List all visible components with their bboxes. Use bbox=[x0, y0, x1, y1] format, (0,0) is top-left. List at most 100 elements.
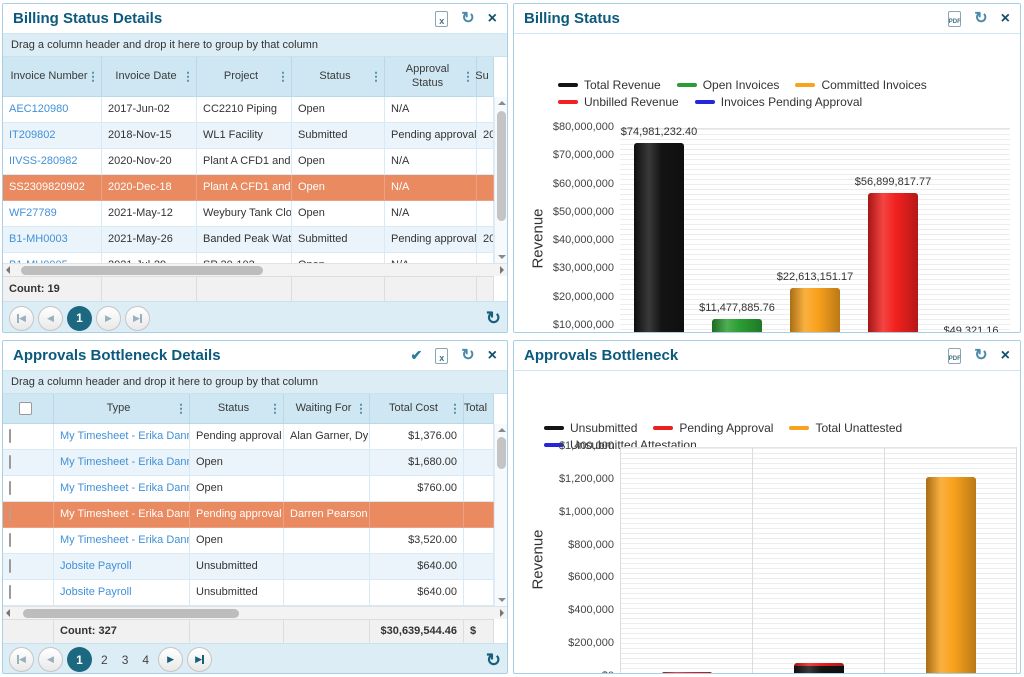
type-link[interactable]: My Timesheet - Erika Dann bbox=[54, 476, 190, 502]
select-all-checkbox[interactable] bbox=[18, 402, 32, 415]
horizontal-scrollbar[interactable] bbox=[3, 606, 507, 619]
legend-item[interactable]: Pending Approval bbox=[653, 421, 773, 435]
column-header-status[interactable]: Status ⋮ bbox=[190, 394, 284, 423]
bar-vendor-accruals-total-unattested[interactable] bbox=[925, 477, 976, 673]
table-row[interactable]: Jobsite Payroll Unsubmitted $640.00 bbox=[3, 554, 494, 580]
group-by-bar[interactable]: Drag a column header and drop it here to… bbox=[3, 371, 507, 394]
table-row[interactable]: B1-MH0003 2021-May-26 Banded Peak Water … bbox=[3, 227, 494, 253]
close-icon[interactable]: × bbox=[1000, 9, 1010, 27]
grid-refresh-icon[interactable]: ↻ bbox=[485, 649, 501, 670]
close-icon[interactable]: × bbox=[1000, 346, 1010, 364]
type-link[interactable]: My Timesheet - Erika Dann bbox=[54, 450, 190, 476]
invoice-link[interactable]: SS2309820902 bbox=[3, 175, 102, 201]
scroll-up-icon[interactable] bbox=[498, 101, 506, 105]
close-icon[interactable]: × bbox=[487, 9, 497, 27]
column-menu-icon[interactable]: ⋮ bbox=[87, 69, 99, 83]
column-header-status[interactable]: Status ⋮ bbox=[292, 57, 385, 96]
row-checkbox[interactable] bbox=[9, 533, 11, 547]
table-row-clipped[interactable]: B1-MH0005 2021-Jul-29 SP 20-102 Open N/A bbox=[3, 253, 494, 263]
table-row[interactable]: IT209802 2018-Nov-15 WL1 Facility Submit… bbox=[3, 123, 494, 149]
row-checkbox[interactable] bbox=[9, 429, 11, 443]
last-page-button[interactable]: ▶ bbox=[125, 305, 150, 331]
row-checkbox[interactable] bbox=[9, 559, 11, 573]
column-menu-icon[interactable]: ⋮ bbox=[269, 401, 281, 415]
refresh-icon[interactable]: ↻ bbox=[974, 9, 988, 27]
bar-unbilled-revenue[interactable] bbox=[868, 193, 918, 332]
table-row[interactable]: My Timesheet - Erika Dann Pending approv… bbox=[3, 424, 494, 450]
column-header-invoice-number[interactable]: Invoice Number ⋮ bbox=[3, 57, 102, 96]
table-row[interactable]: My Timesheet - Erika Dann Open $3,520.00 bbox=[3, 528, 494, 554]
next-page-button[interactable]: ▶ bbox=[96, 305, 121, 331]
column-menu-icon[interactable]: ⋮ bbox=[175, 401, 187, 415]
invoice-link[interactable]: B1-MH0003 bbox=[3, 227, 102, 253]
refresh-icon[interactable]: ↻ bbox=[461, 9, 475, 27]
column-header-approval-status[interactable]: Approval Status ⋮ bbox=[385, 57, 477, 96]
export-pdf-icon[interactable]: PDF bbox=[948, 347, 962, 364]
table-row[interactable]: AEC120980 2017-Jun-02 CC2210 Piping Open… bbox=[3, 97, 494, 123]
column-menu-icon[interactable]: ⋮ bbox=[355, 401, 367, 415]
invoice-link[interactable]: WF27789 bbox=[3, 201, 102, 227]
column-header-waiting-for[interactable]: Waiting For ⋮ bbox=[284, 394, 370, 423]
column-header-project[interactable]: Project ⋮ bbox=[197, 57, 292, 96]
scroll-right-icon[interactable] bbox=[500, 609, 504, 617]
bar-my-timesheets-pending-approval[interactable] bbox=[661, 671, 712, 673]
first-page-button[interactable]: ◀ bbox=[9, 305, 34, 331]
page-2-button[interactable]: 2 bbox=[101, 652, 108, 667]
scroll-up-icon[interactable] bbox=[498, 428, 506, 432]
table-row[interactable]: IIVSS-280982 2020-Nov-20 Plant A CFD1 an… bbox=[3, 149, 494, 175]
invoice-link[interactable]: IIVSS-280982 bbox=[3, 149, 102, 175]
table-row[interactable]: My Timesheet - Erika Dann Open $760.00 bbox=[3, 476, 494, 502]
scroll-down-icon[interactable] bbox=[498, 598, 506, 602]
export-pdf-icon[interactable]: PDF bbox=[948, 10, 962, 27]
legend-item[interactable]: Total Unattested bbox=[789, 421, 902, 435]
table-row[interactable]: My Timesheet - Erika Dann Open $1,680.00 bbox=[3, 450, 494, 476]
row-checkbox[interactable] bbox=[9, 481, 11, 495]
scroll-thumb[interactable] bbox=[497, 111, 506, 221]
scroll-down-icon[interactable] bbox=[498, 255, 506, 259]
table-row[interactable]: Jobsite Payroll Unsubmitted $640.00 bbox=[3, 580, 494, 606]
legend-item[interactable]: Open Invoices bbox=[676, 78, 779, 92]
refresh-icon[interactable]: ↻ bbox=[461, 346, 475, 364]
scroll-left-icon[interactable] bbox=[6, 266, 10, 274]
bar-jobsite-timesheets-unsubmitted[interactable] bbox=[793, 666, 844, 673]
first-page-button[interactable]: ◀ bbox=[9, 647, 34, 672]
column-menu-icon[interactable]: ⋮ bbox=[449, 401, 461, 415]
table-row[interactable]: WF27789 2021-May-12 Weybury Tank Closur … bbox=[3, 201, 494, 227]
invoice-link[interactable]: B1-MH0005 bbox=[3, 253, 102, 263]
bar-committed-invoices[interactable] bbox=[790, 288, 840, 332]
bar-total-revenue[interactable] bbox=[634, 142, 684, 332]
bar-jobsite-timesheets-pending-approval[interactable] bbox=[793, 663, 844, 667]
next-page-button[interactable]: ▶ bbox=[158, 647, 184, 672]
bar-open-invoices[interactable] bbox=[712, 319, 762, 332]
row-checkbox[interactable] bbox=[9, 455, 11, 469]
last-page-button[interactable]: ▶ bbox=[187, 647, 213, 672]
legend-item[interactable]: Total Revenue bbox=[558, 78, 661, 92]
type-link[interactable]: My Timesheet - Erika Dann bbox=[54, 424, 190, 450]
row-checkbox[interactable] bbox=[9, 507, 11, 521]
page-1-button[interactable]: 1 bbox=[67, 305, 92, 331]
column-menu-icon[interactable]: ⋮ bbox=[462, 69, 474, 83]
scroll-thumb[interactable] bbox=[23, 609, 239, 618]
type-link[interactable]: My Timesheet - Erika Dann bbox=[54, 528, 190, 554]
column-header-invoice-date[interactable]: Invoice Date ⋮ bbox=[102, 57, 197, 96]
column-menu-icon[interactable]: ⋮ bbox=[182, 69, 194, 83]
table-row-selected[interactable]: SS2309820902 2020-Dec-18 Plant A CFD1 an… bbox=[3, 175, 494, 201]
close-icon[interactable]: × bbox=[487, 346, 497, 364]
prev-page-button[interactable]: ◀ bbox=[38, 305, 63, 331]
vertical-scrollbar[interactable] bbox=[494, 97, 507, 263]
row-checkbox[interactable] bbox=[9, 585, 11, 599]
grid-refresh-icon[interactable]: ↻ bbox=[485, 308, 501, 328]
type-link[interactable]: Jobsite Payroll bbox=[54, 580, 190, 606]
export-excel-icon[interactable]: x bbox=[435, 10, 449, 27]
type-link[interactable]: Jobsite Payroll bbox=[54, 554, 190, 580]
approve-check-icon[interactable]: ✔ bbox=[410, 347, 423, 363]
legend-item[interactable]: Committed Invoices bbox=[795, 78, 927, 92]
column-header-type[interactable]: Type ⋮ bbox=[54, 394, 190, 423]
table-row-selected[interactable]: My Timesheet - Erika Dann Pending approv… bbox=[3, 502, 494, 528]
column-header-submitted[interactable]: Su bbox=[475, 57, 494, 96]
scroll-left-icon[interactable] bbox=[6, 609, 10, 617]
scroll-thumb[interactable] bbox=[497, 437, 506, 469]
vertical-scrollbar[interactable] bbox=[494, 424, 507, 606]
refresh-icon[interactable]: ↻ bbox=[974, 346, 988, 364]
scroll-right-icon[interactable] bbox=[500, 266, 504, 274]
